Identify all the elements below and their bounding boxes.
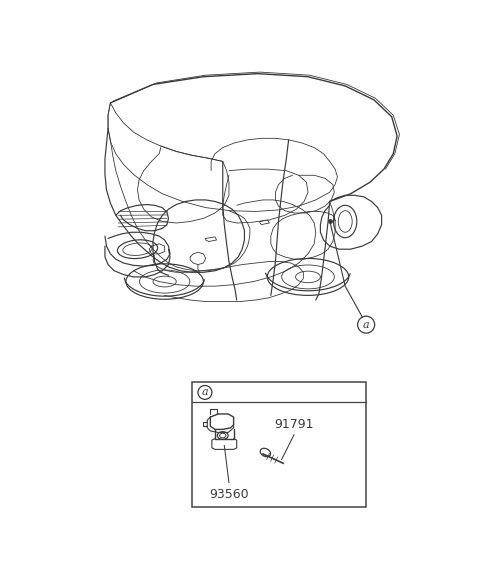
- Bar: [192, 382, 366, 507]
- Text: 93560: 93560: [209, 488, 249, 501]
- Text: a: a: [202, 387, 208, 397]
- Text: 91791: 91791: [274, 418, 314, 431]
- Text: a: a: [363, 320, 370, 330]
